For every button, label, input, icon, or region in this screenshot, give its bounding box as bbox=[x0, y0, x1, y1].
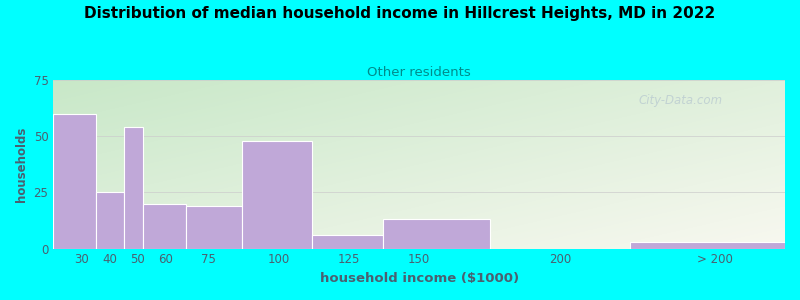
Text: Distribution of median household income in Hillcrest Heights, MD in 2022: Distribution of median household income … bbox=[84, 6, 716, 21]
Bar bbox=[95, 192, 124, 249]
Bar bbox=[54, 114, 95, 249]
Bar bbox=[630, 242, 785, 249]
Bar bbox=[382, 219, 490, 249]
X-axis label: household income ($1000): household income ($1000) bbox=[319, 272, 518, 285]
Bar bbox=[242, 141, 312, 249]
Text: City-Data.com: City-Data.com bbox=[638, 94, 722, 107]
Bar bbox=[312, 235, 382, 249]
Title: Other residents: Other residents bbox=[367, 66, 471, 79]
Bar bbox=[124, 127, 143, 249]
Bar bbox=[186, 206, 242, 249]
Bar bbox=[143, 204, 186, 249]
Y-axis label: households: households bbox=[15, 127, 28, 202]
